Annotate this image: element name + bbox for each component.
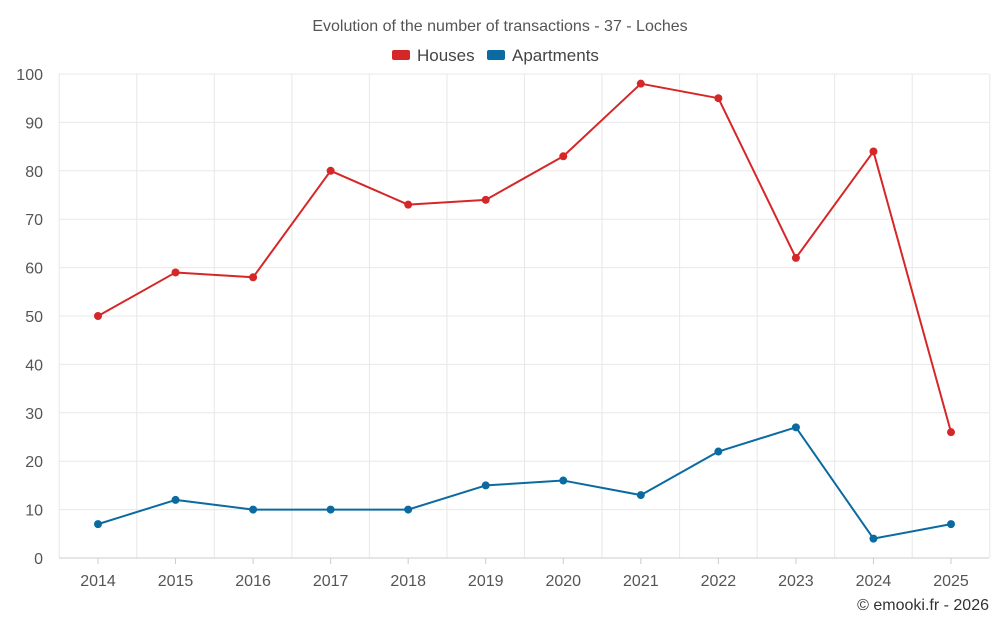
- x-tick-label: 2022: [701, 573, 737, 590]
- x-axis-ticks: 2014 2015 2016 2017 2018 2019 2020 2021 2022 2023…: [80, 558, 969, 590]
- y-tick-label: 10: [25, 503, 43, 520]
- data-point-houses[interactable]: [714, 94, 723, 103]
- legend-item-houses[interactable]: Houses: [392, 46, 475, 65]
- data-point-houses[interactable]: [404, 200, 413, 209]
- legend-label-apartments: Apartments: [512, 46, 599, 65]
- x-tick-label: 2018: [390, 573, 426, 590]
- data-point-apartments[interactable]: [404, 505, 413, 514]
- data-point-apartments[interactable]: [791, 423, 800, 432]
- legend: Houses Apartments: [392, 46, 599, 65]
- data-point-apartments[interactable]: [171, 495, 180, 504]
- data-point-apartments[interactable]: [326, 505, 335, 514]
- data-point-houses[interactable]: [249, 273, 258, 282]
- y-tick-label: 100: [16, 67, 43, 84]
- y-axis-ticks: 0 10 20 30 40 50 60 70 80 90 100: [16, 67, 43, 568]
- x-tick-label: 2017: [313, 573, 349, 590]
- x-tick-label: 2023: [778, 573, 814, 590]
- y-tick-label: 90: [25, 115, 43, 132]
- x-tick-label: 2016: [235, 573, 271, 590]
- credit-text: © emooki.fr - 2026: [857, 597, 989, 614]
- series-layer: [94, 79, 955, 543]
- data-point-apartments[interactable]: [636, 491, 645, 500]
- y-tick-label: 20: [25, 454, 43, 471]
- x-tick-label: 2014: [80, 573, 116, 590]
- data-point-houses[interactable]: [171, 268, 180, 277]
- data-point-apartments[interactable]: [249, 505, 258, 514]
- data-point-houses[interactable]: [947, 428, 955, 437]
- y-tick-label: 70: [25, 212, 43, 229]
- y-tick-label: 40: [25, 357, 43, 374]
- y-tick-label: 80: [25, 164, 43, 181]
- y-tick-label: 50: [25, 309, 43, 326]
- x-tick-label: 2021: [623, 573, 659, 590]
- legend-swatch-houses: [392, 50, 410, 60]
- data-point-houses[interactable]: [94, 312, 102, 320]
- chart-title: Evolution of the number of transactions …: [312, 18, 687, 35]
- data-point-houses[interactable]: [559, 152, 568, 161]
- data-point-apartments[interactable]: [869, 534, 878, 543]
- series-line-apartments: [97, 426, 952, 540]
- legend-label-houses: Houses: [417, 46, 475, 65]
- y-tick-label: 0: [34, 551, 43, 568]
- legend-swatch-apartments: [487, 50, 505, 60]
- legend-item-apartments[interactable]: Apartments: [487, 46, 599, 65]
- data-point-apartments[interactable]: [481, 481, 490, 490]
- grid: [58, 73, 991, 559]
- y-tick-label: 60: [25, 261, 43, 278]
- data-point-houses[interactable]: [636, 79, 645, 88]
- x-tick-label: 2024: [856, 573, 892, 590]
- data-point-houses[interactable]: [791, 253, 800, 262]
- data-point-houses[interactable]: [481, 195, 490, 204]
- data-point-houses[interactable]: [869, 147, 878, 156]
- x-tick-label: 2025: [933, 573, 969, 590]
- y-tick-label: 30: [25, 406, 43, 423]
- data-point-apartments[interactable]: [94, 520, 102, 529]
- x-tick-label: 2015: [158, 573, 194, 590]
- series-line-houses: [97, 82, 952, 433]
- x-tick-label: 2019: [468, 573, 504, 590]
- x-tick-label: 2020: [545, 573, 581, 590]
- data-point-apartments[interactable]: [947, 520, 955, 529]
- data-point-apartments[interactable]: [559, 476, 568, 485]
- data-point-apartments[interactable]: [714, 447, 723, 456]
- data-point-houses[interactable]: [326, 166, 335, 175]
